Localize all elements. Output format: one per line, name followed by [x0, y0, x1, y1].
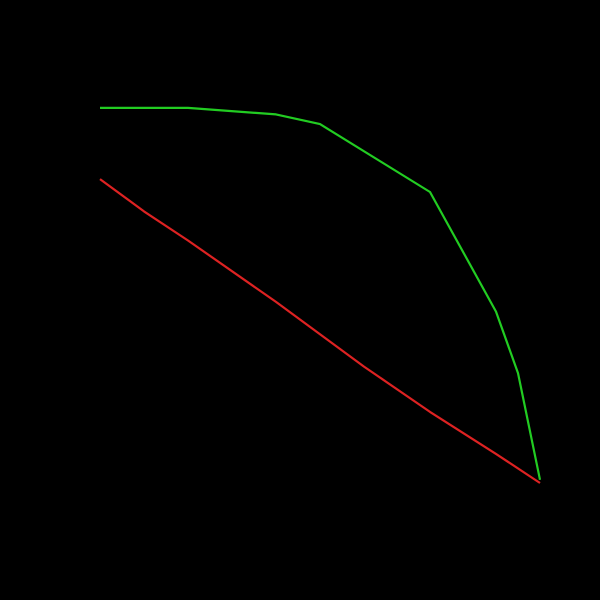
y-tick-label: 2 — [47, 414, 63, 422]
series-layer — [99, 106, 542, 484]
x-tick-label: 20 — [180, 519, 196, 535]
x-axis-title: Relative decrease on dbh/root system rad… — [113, 561, 527, 578]
y-axis-title: Critical wind speed (m/s) — [7, 207, 24, 371]
axes: 0 20 40 60 80 100 0 2 4 6 8 10 12 — [47, 87, 552, 535]
y-tick-label: 4 — [47, 350, 63, 358]
x-tick-label: 80 — [444, 519, 460, 535]
series-line-2 — [99, 178, 541, 484]
series-line-1 — [100, 106, 542, 481]
y-tick-label: 10 — [47, 152, 63, 168]
y-tick-label: 6 — [47, 285, 63, 293]
x-tick-label: 60 — [356, 519, 372, 535]
x-tick-label: 0 — [96, 519, 104, 535]
y-tick-label: 0 — [47, 479, 63, 487]
y-tick-label: 12 — [47, 87, 63, 103]
x-tick-label: 40 — [268, 519, 284, 535]
y-tick-label: 8 — [47, 220, 63, 228]
x-tick-label: 100 — [528, 519, 552, 535]
